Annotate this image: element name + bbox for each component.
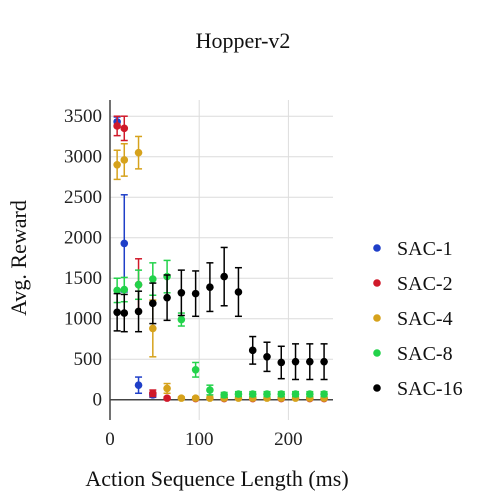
- legend-marker: [373, 244, 381, 252]
- data-point: [177, 394, 186, 402]
- data-point: [291, 390, 300, 398]
- chart-title: Hopper-v2: [196, 28, 291, 53]
- data-point: [149, 324, 157, 333]
- legend-label: SAC-8: [397, 343, 453, 365]
- axes: 0 500 1000 1500 2000 2500 3000 3500 0 100 200: [64, 100, 333, 450]
- y-axis-label: Avg. Reward: [6, 200, 31, 316]
- data-point: [263, 390, 271, 398]
- data-point: [220, 272, 228, 281]
- data-point: [206, 283, 214, 291]
- data-point: [320, 357, 328, 366]
- data-point: [120, 124, 129, 133]
- legend-label: SAC-1: [397, 238, 453, 260]
- x-tick-label: 200: [274, 429, 303, 450]
- y-tick-label: 1000: [64, 309, 102, 330]
- legend: SAC-1 SAC-2 SAC-4 SAC-8 SAC-16: [373, 238, 463, 400]
- data-point: [220, 391, 228, 399]
- legend-label: SAC-2: [397, 273, 453, 295]
- data-point: [248, 390, 257, 398]
- data-point: [248, 346, 257, 355]
- x-tick-label: 0: [105, 429, 115, 450]
- y-tick-label: 1500: [64, 268, 102, 289]
- legend-label: SAC-16: [397, 378, 463, 400]
- legend-item-sac-8: SAC-8: [373, 343, 453, 365]
- y-tick-label: 500: [74, 349, 103, 370]
- data-point: [134, 148, 143, 157]
- legend-item-sac-2: SAC-2: [373, 273, 453, 295]
- data-point: [191, 365, 200, 374]
- data-point: [320, 390, 328, 398]
- data-point: [277, 390, 286, 398]
- data-point: [134, 307, 143, 316]
- data-point: [206, 394, 214, 402]
- data-point: [134, 381, 143, 389]
- data-point: [234, 390, 243, 398]
- series-sac-16: [113, 246, 328, 381]
- legend-marker: [373, 279, 381, 287]
- data-point: [163, 384, 171, 393]
- data-point: [113, 161, 121, 169]
- data-point: [149, 275, 157, 283]
- data-point: [177, 289, 186, 297]
- data-point: [263, 353, 271, 361]
- data-point: [191, 394, 200, 402]
- data-point: [120, 239, 129, 248]
- legend-label: SAC-4: [397, 308, 453, 330]
- legend-marker: [373, 349, 381, 357]
- series-sac-8: [113, 259, 328, 399]
- data-point: [149, 299, 157, 308]
- data-point: [291, 357, 300, 366]
- y-tick-label: 2000: [64, 228, 102, 249]
- data-point: [134, 280, 143, 289]
- plot-area: [113, 115, 328, 403]
- legend-item-sac-4: SAC-4: [373, 308, 453, 330]
- data-point: [113, 286, 121, 295]
- y-tick-label: 3000: [64, 147, 102, 168]
- data-point: [163, 293, 171, 302]
- data-point: [177, 315, 186, 324]
- data-point: [306, 357, 314, 366]
- data-point: [120, 285, 129, 294]
- x-axis-label: Action Sequence Length (ms): [85, 466, 348, 491]
- legend-marker: [373, 314, 381, 322]
- data-point: [163, 394, 171, 402]
- y-tick-label: 3500: [64, 106, 102, 127]
- data-point: [306, 390, 314, 398]
- data-point: [149, 389, 157, 398]
- data-point: [113, 122, 121, 130]
- legend-item-sac-16: SAC-16: [373, 378, 463, 400]
- data-point: [113, 308, 121, 317]
- data-point: [191, 289, 200, 298]
- y-tick-label: 2500: [64, 187, 102, 208]
- legend-item-sac-1: SAC-1: [373, 238, 453, 260]
- data-point: [277, 358, 286, 367]
- data-point: [120, 309, 129, 317]
- y-tick-label: 0: [93, 390, 103, 411]
- data-point: [120, 156, 129, 164]
- data-point: [234, 288, 243, 296]
- data-point: [206, 386, 214, 394]
- x-tick-label: 100: [185, 429, 214, 450]
- grid: [110, 100, 333, 420]
- legend-marker: [373, 384, 381, 392]
